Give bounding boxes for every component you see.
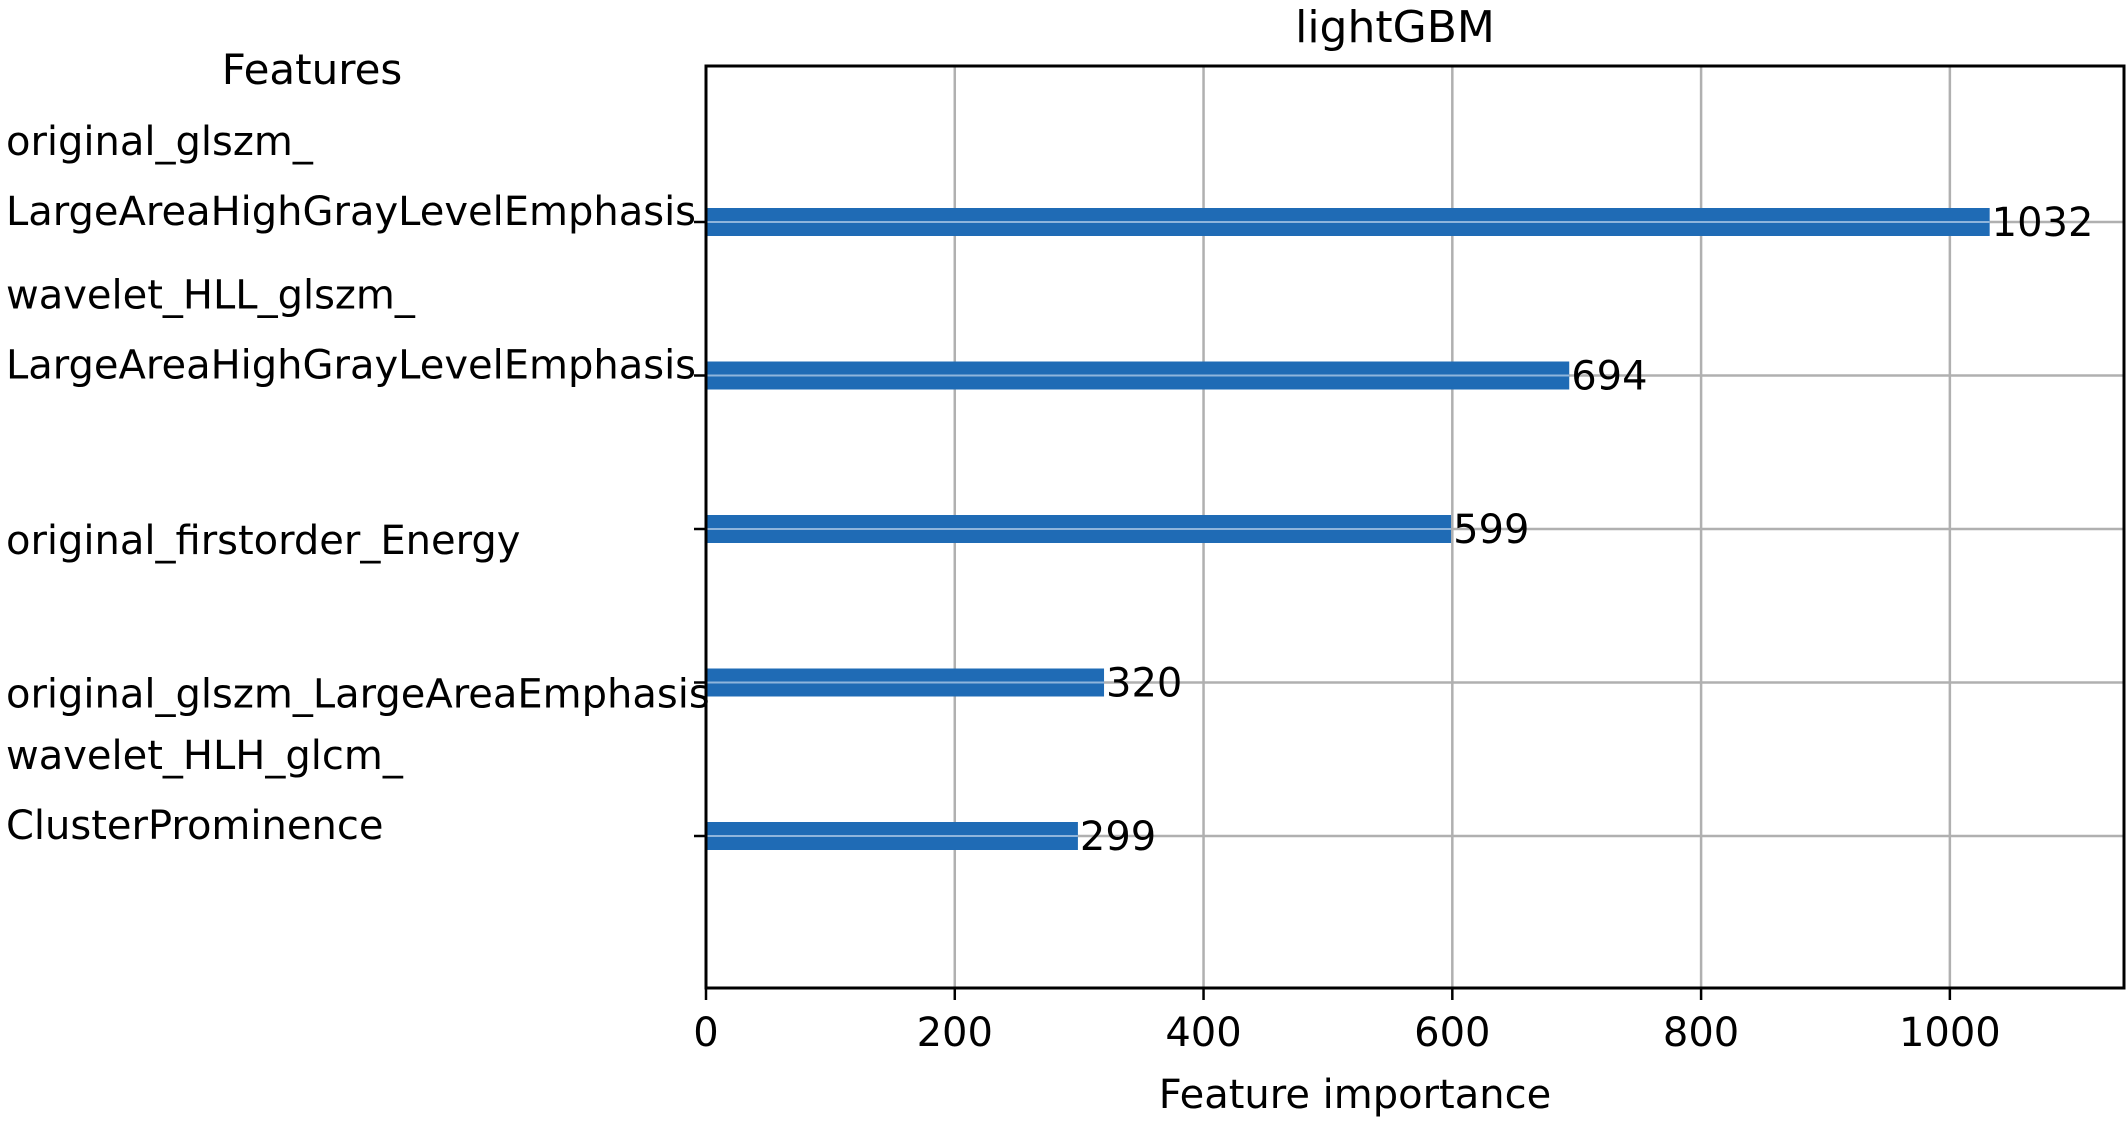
category-label: original_glszm_LargeAreaEmphasis bbox=[6, 672, 710, 718]
category-label: ClusterProminence bbox=[6, 803, 383, 849]
chart-title: lightGBM bbox=[1295, 2, 1495, 53]
bars bbox=[706, 208, 1990, 850]
x-tick-label: 800 bbox=[1663, 1010, 1739, 1056]
value-label: 694 bbox=[1571, 354, 1647, 400]
category-label: original_glszm_ bbox=[6, 119, 314, 165]
category-label: LargeAreaHighGrayLevelEmphasis bbox=[6, 343, 696, 389]
y-axis-title: Features bbox=[222, 45, 403, 94]
value-labels: 1032 694 599 320 299 bbox=[1080, 200, 2094, 860]
x-ticks: 0 200 400 600 800 1000 bbox=[693, 988, 2001, 1056]
x-tick-label: 0 bbox=[693, 1010, 718, 1056]
category-label: wavelet_HLL_glszm_ bbox=[6, 273, 416, 319]
x-tick-label: 1000 bbox=[1899, 1010, 2001, 1056]
value-label: 599 bbox=[1453, 507, 1529, 553]
value-label: 320 bbox=[1106, 661, 1182, 707]
value-label: 1032 bbox=[1992, 200, 2094, 246]
category-label: LargeAreaHighGrayLevelEmphasis bbox=[6, 189, 696, 235]
x-tick-label: 200 bbox=[917, 1010, 993, 1056]
x-tick-label: 600 bbox=[1414, 1010, 1490, 1056]
value-label: 299 bbox=[1080, 814, 1156, 860]
category-label: wavelet_HLH_glcm_ bbox=[6, 733, 404, 779]
x-axis-title: Feature importance bbox=[1159, 1072, 1551, 1118]
y-ticks bbox=[694, 220, 706, 838]
category-labels: original_glszm_ LargeAreaHighGrayLevelEmp… bbox=[6, 119, 710, 849]
plot-frame bbox=[704, 64, 2126, 990]
x-tick-label: 400 bbox=[1165, 1010, 1241, 1056]
category-label: original_firstorder_Energy bbox=[6, 518, 520, 564]
